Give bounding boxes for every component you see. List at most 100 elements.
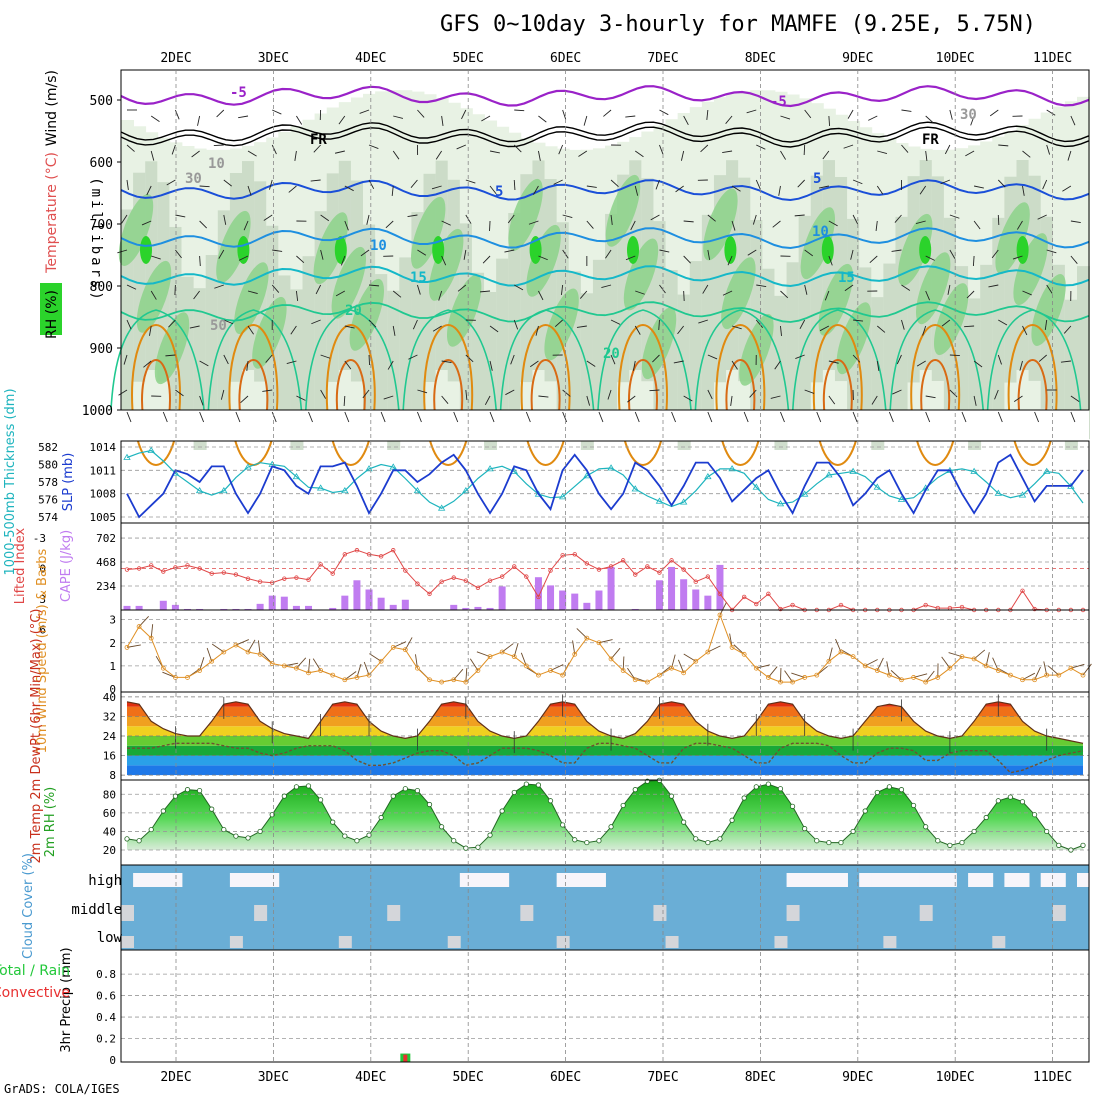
wind-barb	[174, 284, 176, 296]
wind-barb	[272, 249, 283, 252]
wind-barb	[489, 185, 497, 195]
wind-barb	[625, 115, 636, 118]
rh-tick: 80	[103, 788, 116, 801]
wind-marker	[245, 649, 251, 655]
rh-marker	[293, 784, 300, 790]
wind-barb	[997, 214, 1000, 226]
wind-marker	[802, 675, 808, 680]
wind-barb	[286, 360, 297, 365]
wind-barb	[607, 389, 612, 400]
contour-label: -5	[230, 85, 247, 101]
contour-label: 20	[345, 303, 362, 319]
wind-marker	[657, 672, 662, 678]
rh-marker	[354, 838, 360, 844]
wind-barb	[683, 115, 689, 126]
wind-barb	[484, 395, 491, 406]
rh-marker	[572, 837, 578, 843]
x-tick-bottom: 9DEC	[842, 1070, 873, 1085]
wind-marker	[1020, 677, 1025, 683]
isotherm-15	[120, 265, 1090, 288]
rh-marker	[1044, 828, 1050, 835]
rh-band-mid	[592, 259, 606, 439]
wind-barb	[630, 220, 636, 231]
wind-barb	[223, 319, 234, 325]
surface-barb	[162, 411, 168, 423]
wind-barb	[828, 115, 831, 127]
rh-plume	[410, 196, 446, 269]
rh-band-mid	[1077, 266, 1090, 440]
high-cloud-gap	[133, 873, 147, 887]
high-cloud-gap	[266, 873, 280, 887]
wind-barb	[755, 179, 761, 190]
wind-barb	[774, 360, 781, 370]
wind-barb	[554, 319, 563, 328]
x-tick-top: 7DEC	[647, 51, 678, 66]
wind-barb	[940, 179, 951, 185]
thickness-marker	[316, 484, 325, 491]
mid-cloud-gap	[1052, 905, 1066, 921]
wind-barb	[973, 220, 981, 230]
wind-barb	[586, 395, 591, 406]
wind-marker	[415, 665, 420, 671]
wind-barb	[505, 389, 515, 396]
wind-barb	[659, 144, 664, 155]
wind-barb	[410, 179, 418, 188]
wind-barb	[680, 150, 685, 161]
temp-tick: 24	[103, 730, 117, 743]
wind-marker	[572, 651, 578, 657]
wind-barb	[1046, 284, 1053, 294]
wind-barb	[891, 249, 902, 252]
frame-layer: 2DEC 2DEC 3DEC 3DEC 4DEC 4DEC 5DEC 5DEC 6DEC 6DEC…	[120, 51, 1090, 1085]
rh-wet-core	[821, 236, 834, 264]
wind-barb	[731, 360, 738, 370]
wind-barb	[901, 144, 909, 153]
wind-marker	[1007, 672, 1013, 678]
cape-bar	[196, 608, 204, 610]
wind-barb	[634, 150, 644, 158]
cape-bar	[450, 604, 458, 610]
li-marker	[330, 571, 335, 576]
wind-marker	[983, 663, 989, 669]
wind-barb	[683, 395, 693, 402]
slp-tick: 1008	[90, 488, 117, 501]
thickness-marker	[607, 464, 615, 471]
wind-barb	[756, 284, 767, 288]
wind-barb	[150, 150, 155, 161]
x-tick-top: 5DEC	[453, 51, 484, 66]
rh-band-mid	[145, 161, 159, 370]
rh-band-mid	[980, 264, 994, 440]
high-cloud-gap	[496, 873, 510, 887]
wind-barb	[683, 220, 694, 223]
li-marker	[524, 574, 529, 579]
rh-marker	[923, 824, 929, 830]
rh-marker	[160, 808, 166, 814]
li-marker	[487, 578, 493, 583]
high-cloud-gap	[145, 873, 159, 887]
rh-marker	[547, 798, 554, 804]
wind-marker	[209, 658, 215, 664]
low-cloud-gap	[447, 936, 461, 948]
rh-marker	[693, 836, 699, 842]
wind-barb	[320, 249, 324, 260]
wind-barb	[578, 150, 588, 157]
rh-marker	[487, 832, 493, 838]
wind-barb	[1019, 360, 1023, 371]
thickness-tick: 574	[38, 511, 58, 524]
wind-barb	[320, 214, 330, 222]
wind-barb	[489, 360, 493, 371]
wind-barb	[877, 150, 888, 155]
precip-tick: 0.2	[96, 1033, 116, 1046]
wind-barb	[970, 115, 975, 126]
li-marker	[257, 579, 263, 584]
rh-marker	[124, 836, 130, 842]
li-marker	[451, 575, 456, 580]
wind-barb	[1044, 319, 1048, 330]
wind-barb	[489, 220, 491, 232]
wind-barb	[408, 354, 418, 360]
wind-barb	[925, 255, 935, 261]
wind-barb	[707, 389, 713, 400]
x-tick-bottom: 8DEC	[745, 1070, 776, 1085]
wind-barb	[218, 249, 225, 259]
pressure-tick: 700	[90, 218, 113, 233]
wind-barb	[313, 144, 321, 153]
